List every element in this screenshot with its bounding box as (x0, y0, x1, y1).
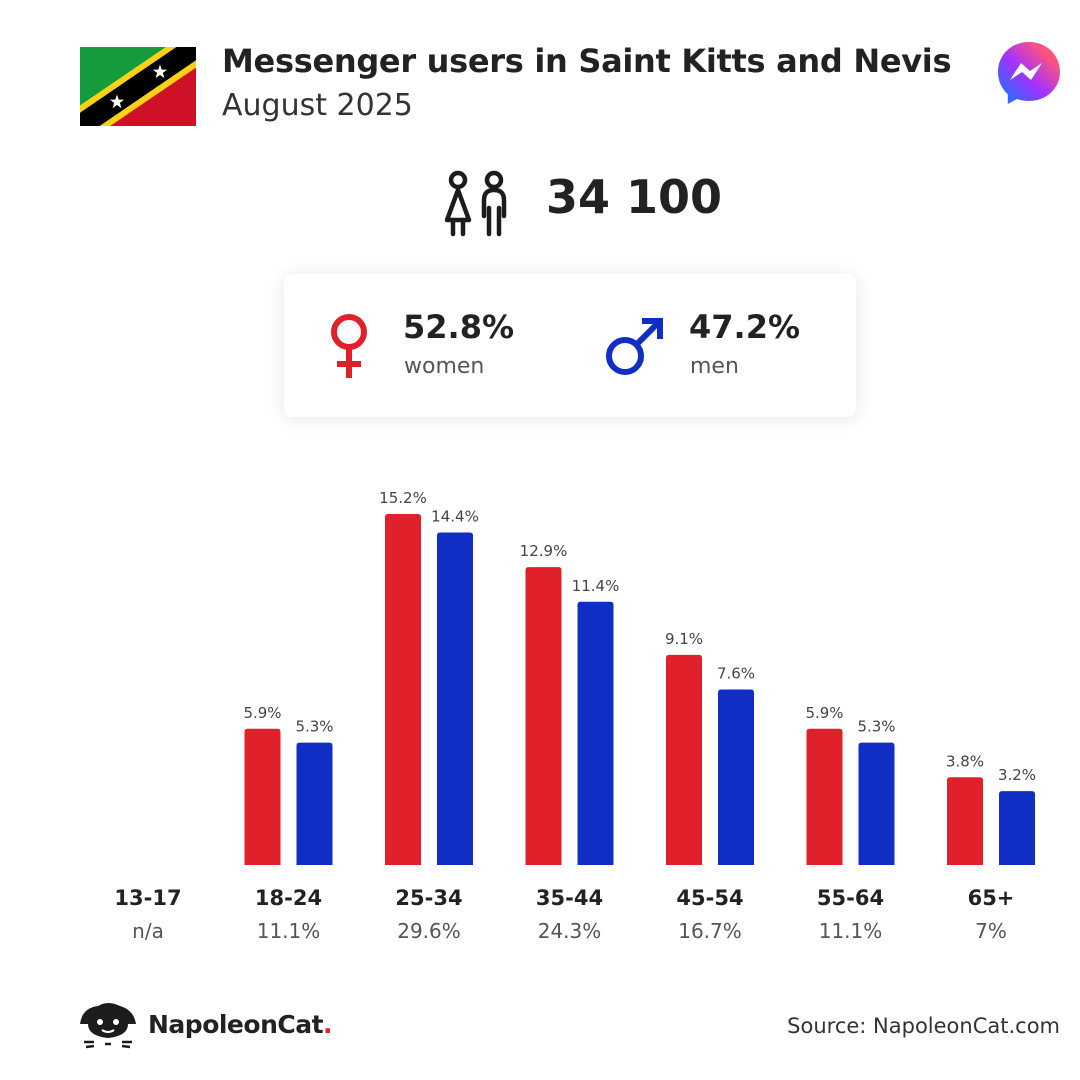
men-value-label-18-24: 5.3% (295, 718, 333, 736)
age-group-share-55-64: 11.1% (819, 919, 883, 943)
men-bar-65+ (999, 791, 1035, 865)
people-icon (444, 170, 507, 237)
women-value-label-18-24: 5.9% (243, 704, 281, 722)
age-group-share-25-34: 29.6% (397, 919, 461, 943)
men-value-label-45-54: 7.6% (717, 665, 755, 683)
age-group-share-18-24: 11.1% (257, 919, 321, 943)
age-group-label-55-64: 55-64 (817, 886, 884, 910)
brand-name-text: NapoleonCat (148, 1010, 324, 1039)
men-value-label-65+: 3.2% (998, 766, 1036, 784)
women-bar-18-24 (244, 728, 281, 865)
gender-split-card (284, 274, 856, 417)
saint-kitts-and-nevis-flag-icon (80, 47, 196, 126)
women-value-label-35-44: 12.9% (520, 542, 568, 560)
men-bar-35-44 (577, 601, 614, 865)
women-bar-65+ (947, 777, 983, 865)
source-credit: Source: NapoleonCat.com (787, 1014, 1060, 1038)
age-group-label-45-54: 45-54 (676, 886, 743, 910)
age-group-label-13-17: 13-17 (114, 886, 181, 910)
women-value-label-65+: 3.8% (946, 752, 984, 770)
men-percentage: 47.2% (689, 308, 801, 346)
men-value-label-25-34: 14.4% (431, 507, 479, 525)
age-group-label-65+: 65+ (968, 886, 1015, 910)
men-label: men (690, 354, 739, 379)
women-bar-35-44 (525, 567, 562, 865)
men-value-label-55-64: 5.3% (857, 718, 895, 736)
napoleoncat-brand-name: NapoleonCat. (148, 1010, 333, 1039)
men-bar-18-24 (296, 742, 333, 865)
men-value-label-35-44: 11.4% (572, 577, 620, 595)
men-bar-25-34 (437, 532, 473, 865)
age-group-share-45-54: 16.7% (678, 919, 742, 943)
male-icon (606, 318, 663, 375)
total-users-value: 34 100 (546, 170, 723, 224)
women-percentage: 52.8% (403, 308, 515, 346)
women-bar-45-54 (666, 654, 702, 865)
age-group-share-13-17: n/a (132, 919, 164, 943)
women-label: women (404, 354, 485, 379)
chart-subtitle: August 2025 (222, 88, 413, 123)
age-group-share-65+: 7% (975, 919, 1007, 943)
napoleoncat-logo-icon (80, 1003, 136, 1049)
age-gender-bar-chart: 13-17 n/a 5.9% 5.3% 18-24 11.1% 15.2%14.4% 25-3… (114, 489, 1036, 943)
chart-title: Messenger users in Saint Kitts and Nevis (222, 42, 952, 80)
female-icon (331, 314, 367, 378)
women-value-label-25-34: 15.2% (379, 489, 427, 507)
men-bar-55-64 (858, 742, 895, 865)
men-bar-45-54 (718, 689, 754, 865)
age-group-label-25-34: 25-34 (395, 886, 462, 910)
women-value-label-45-54: 9.1% (665, 630, 703, 648)
women-bar-25-34 (385, 514, 421, 865)
women-bar-55-64 (806, 728, 843, 865)
age-group-label-35-44: 35-44 (536, 886, 603, 910)
women-value-label-55-64: 5.9% (805, 704, 843, 722)
messenger-icon (998, 42, 1060, 104)
age-group-label-18-24: 18-24 (255, 886, 322, 910)
age-group-share-35-44: 24.3% (538, 919, 602, 943)
brand-dot: . (323, 1010, 333, 1039)
